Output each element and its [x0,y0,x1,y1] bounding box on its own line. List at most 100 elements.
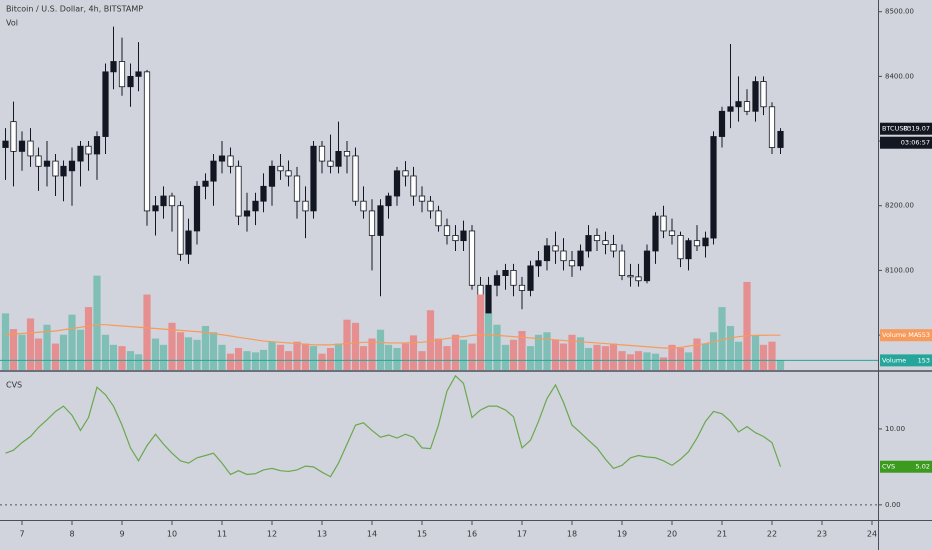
candle-body [35,155,42,167]
x-tick-label: 10 [167,530,177,539]
volume-bar [1,313,10,370]
y-tick-label: 8200.00 [885,202,914,210]
volume-bar [643,352,651,370]
candle-body [735,101,742,108]
volume-bar [193,339,201,370]
candle-body [110,61,117,73]
volume-bar [59,334,68,370]
candle-body [252,200,259,212]
volume-bar [593,344,601,370]
volume-bar [584,347,593,370]
volume-bar [568,334,576,370]
candle-body [510,270,517,286]
x-tick-label: 15 [417,530,427,539]
countdown-bg [880,136,932,149]
candle-body [202,180,209,187]
volume-bar [576,337,585,370]
candle-body [693,240,701,247]
volume-bar [734,341,743,370]
price-tag-name: BTCUSD [882,125,908,133]
cvs-tag-name: CVS [882,463,895,471]
volume-bar [201,325,210,370]
volume-bar [726,325,735,370]
x-tick-label: 9 [119,530,124,539]
x-tick-label: 17 [517,530,527,539]
candle-body [593,235,601,242]
volume-bar [368,338,376,370]
volume-bar [526,346,535,370]
volume-bar [459,339,468,370]
candle-body [227,155,234,167]
candle-body [60,165,67,177]
candle-body [318,145,326,162]
candle-body [218,155,226,162]
volume-bar [276,344,285,370]
candle-body [718,110,726,137]
candle-body [502,270,509,276]
x-tick-label: 7 [19,530,24,539]
candle-body [627,275,634,278]
candle-body [418,195,426,202]
volume-bar [168,322,176,370]
candle-body [143,71,151,212]
candle-body [168,195,176,207]
candle-body [685,240,692,260]
volume-bar [493,324,501,370]
countdown: 03:06:57 [901,139,930,147]
volume-bar [334,343,343,370]
volume-bar [118,346,126,370]
candle-body [160,195,167,207]
volume-bar [51,343,60,370]
candle-body [310,145,317,212]
volume-bar [93,275,101,370]
candle-body [618,250,626,276]
volume-bar [434,338,443,370]
candle-body [460,230,467,242]
volume-bar [159,344,168,370]
candle-body [393,170,401,197]
candle-body [352,155,359,202]
x-tick-label: 11 [217,530,227,539]
candle-body [710,136,717,239]
volume-tag-value: 153 [918,356,930,364]
candle-body [360,200,367,212]
candle-body [702,237,709,247]
volume-bar [326,347,335,370]
volume-bar [76,329,85,370]
volume-bar [551,339,560,370]
volume-bar [18,334,26,370]
volume-bar [668,344,676,370]
volume-bar [318,353,326,370]
candle-body [285,170,292,177]
volume-bar [676,347,685,370]
x-tick-label: 18 [567,530,577,539]
candle-body [402,170,409,177]
candle-body [193,185,201,232]
candle-body [643,250,651,282]
candle-body [752,81,759,112]
candle-body [560,250,567,262]
candle-body [377,205,384,236]
volume-bar [401,343,410,370]
volume-bar [559,343,568,370]
volume-bar [426,310,435,370]
candle-body [610,244,617,252]
candle-body [535,260,542,267]
candle-body [135,71,142,77]
volume-bar [84,307,93,370]
candle-body [602,240,609,245]
x-tick-label: 20 [667,530,677,539]
volume-bar [743,281,751,370]
volume-bar [134,354,143,370]
candle-body [760,81,767,108]
candle-body [293,175,301,202]
cvs-line [5,374,782,478]
volume-bar [184,337,193,370]
candle-body [118,61,126,88]
candle-body [385,195,392,207]
volume-ma-line [5,324,781,349]
candle-body [518,284,526,291]
candle-body [93,136,101,155]
candle-body [185,230,192,255]
